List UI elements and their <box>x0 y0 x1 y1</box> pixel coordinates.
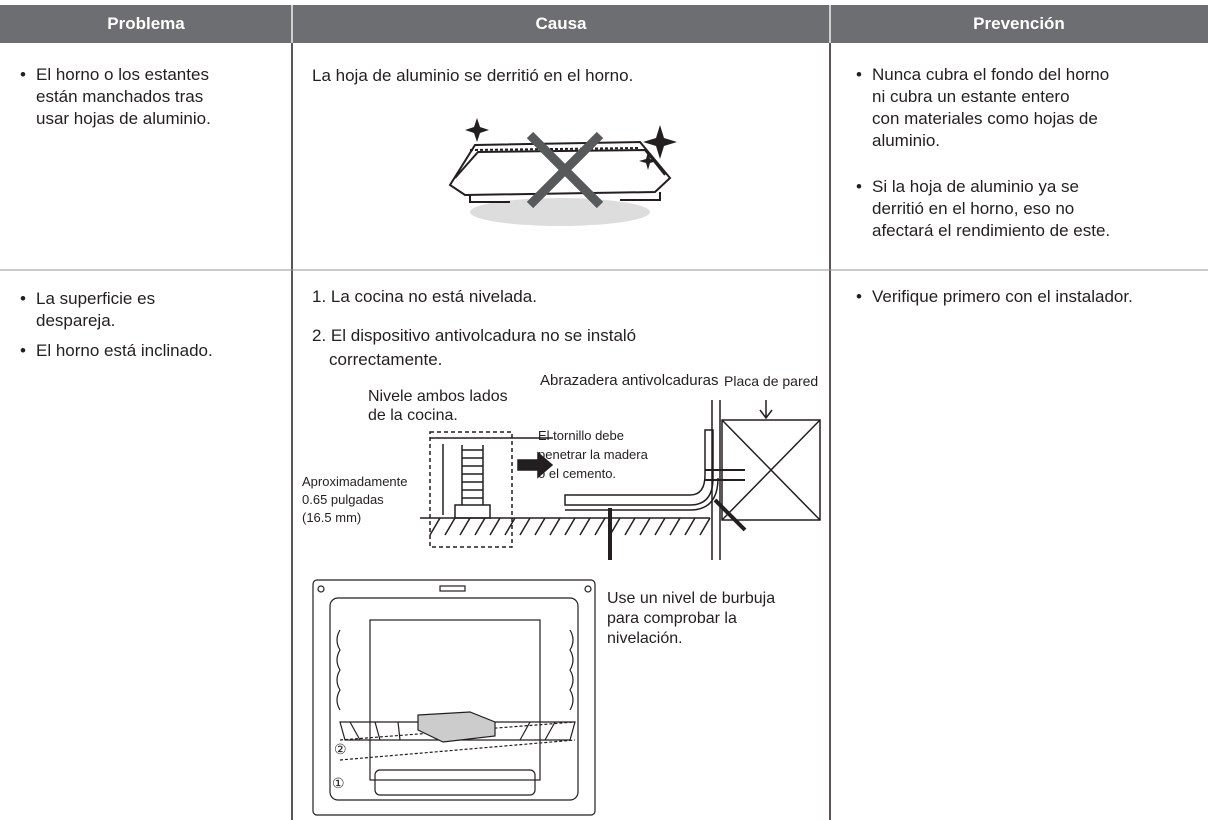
cell-text: usar hojas de aluminio. <box>36 109 211 128</box>
cell-text: afectará el rendimiento de este. <box>872 221 1111 240</box>
figure-label: penetrar la madera <box>538 447 648 462</box>
figure-label: o el cemento. <box>538 466 617 481</box>
figure-label: para comprobar la <box>607 610 737 627</box>
cell-text: La hoja de aluminio se derritió en el ho… <box>312 66 634 85</box>
cell-text: correctamente. <box>329 350 443 369</box>
cell-text: ni cubra un estante entero <box>872 87 1070 106</box>
bullet: • <box>856 287 862 306</box>
bullet: • <box>856 65 862 84</box>
cell-text: El horno está inclinado. <box>36 341 213 360</box>
bullet: • <box>20 289 26 308</box>
figure-label: (16.5 mm) <box>302 510 362 525</box>
cell-text: La superficie es <box>36 289 156 308</box>
header-cell: Causa <box>535 14 587 33</box>
leveling-diagram <box>420 400 821 560</box>
bullet: • <box>856 177 862 196</box>
cell-text: 2. El dispositivo antivolcadura no se in… <box>312 326 637 345</box>
cell-text: El horno o los estantes <box>36 65 209 84</box>
oven-diagram <box>312 579 596 816</box>
cell-text: derritió en el horno, eso no <box>872 199 1075 218</box>
header-cell: Problema <box>107 14 185 33</box>
figure-label: 0.65 pulgadas <box>302 492 384 507</box>
cell-text: con materiales como hojas de <box>872 109 1098 128</box>
bullet: • <box>20 341 26 360</box>
cell-text: Nunca cubra el fondo del horno <box>872 65 1110 84</box>
marker: ① <box>332 775 345 791</box>
figure-label: Placa de pared <box>724 373 819 389</box>
foil-illustration <box>448 118 677 226</box>
header-cell: Prevención <box>973 14 1065 33</box>
figure-label: nivelación. <box>607 630 683 647</box>
figure-label: Abrazadera antivolcaduras <box>540 372 719 389</box>
marker: ② <box>334 741 347 757</box>
cell-text: Si la hoja de aluminio ya se <box>872 177 1079 196</box>
cell-text: están manchados tras <box>36 87 204 106</box>
figure-label: de la cocina. <box>368 407 458 424</box>
cell-text: 1. La cocina no está nivelada. <box>312 287 537 306</box>
cell-text: Verifique primero con el instalador. <box>872 287 1133 306</box>
figure-label: Nivele ambos lados <box>368 388 508 405</box>
figure-label: Aproximadamente <box>302 474 408 489</box>
figure-label: Use un nivel de burbuja <box>607 590 776 607</box>
figure-label: El tornillo debe <box>538 428 624 443</box>
header-bar <box>0 5 1208 43</box>
bullet: • <box>20 65 26 84</box>
cell-text: aluminio. <box>872 131 941 150</box>
cell-text: despareja. <box>36 311 116 330</box>
